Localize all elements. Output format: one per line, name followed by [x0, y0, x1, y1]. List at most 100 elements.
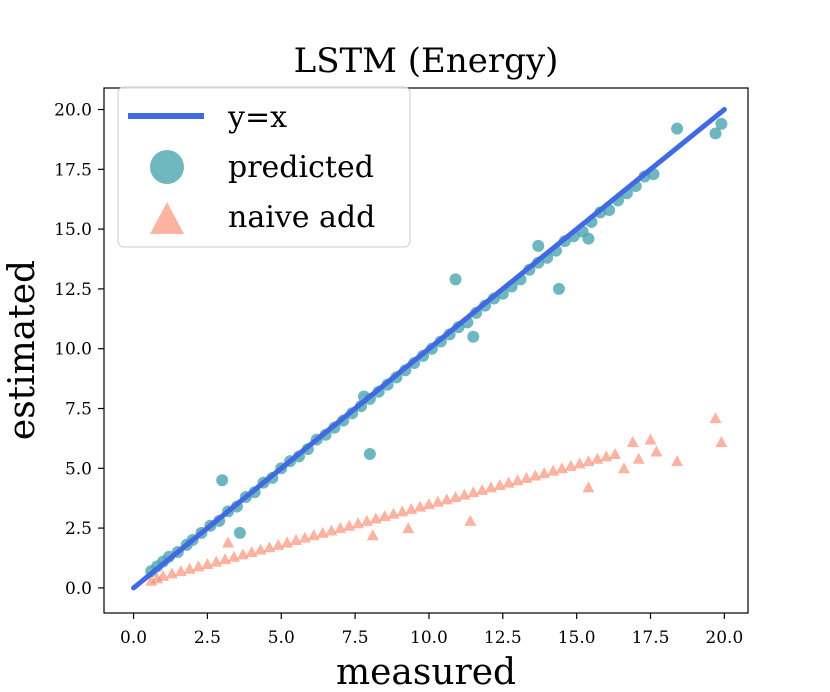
naive-add-point	[573, 457, 586, 469]
naive-add-point	[564, 459, 577, 471]
naive-add-point	[467, 486, 480, 498]
naive-add-point	[520, 471, 533, 483]
naive-add-point	[402, 522, 415, 534]
x-tick-label: 15.0	[558, 628, 596, 648]
naive-add-point	[405, 502, 418, 514]
y-tick-label: 12.5	[54, 280, 92, 300]
naive-add-point	[591, 452, 604, 464]
predicted-point	[715, 117, 728, 130]
naive-add-point	[422, 498, 435, 510]
predicted-point	[363, 447, 376, 460]
naive-add-point	[582, 455, 595, 467]
y-tick-label: 10.0	[54, 340, 92, 360]
naive-add-point	[414, 500, 427, 512]
predicted-point	[709, 127, 722, 140]
naive-add-point	[396, 505, 409, 517]
naive-add-point	[529, 469, 542, 481]
naive-add-point	[201, 557, 214, 569]
naive-add-point	[511, 474, 524, 486]
predicted-point	[532, 239, 545, 252]
naive-add-point	[281, 536, 294, 548]
y-tick-label: 2.5	[65, 519, 92, 539]
y-axis: 0.0 2.5 5.0 7.5 10.0 12.5 15.0 17.5 20.0	[54, 101, 104, 599]
predicted-point	[582, 232, 595, 245]
naive-add-point	[709, 412, 722, 424]
legend-label-predicted: predicted	[228, 150, 374, 185]
predicted-point	[233, 526, 246, 539]
naive-add-point	[378, 510, 391, 522]
yx-reference-line	[131, 107, 727, 591]
naive-add-point	[644, 433, 657, 445]
naive-add-point	[343, 519, 356, 531]
naive-add-point	[192, 560, 205, 572]
naive-add-point	[538, 467, 551, 479]
naive-add-point	[352, 517, 365, 529]
y-tick-label: 20.0	[54, 101, 92, 121]
naive-add-point	[222, 536, 235, 548]
x-tick-label: 0.0	[120, 628, 147, 648]
naive-add-point	[715, 435, 728, 447]
x-tick-label: 2.5	[194, 628, 221, 648]
series-layer	[131, 107, 728, 591]
naive-add-point	[245, 546, 258, 558]
naive-add-point	[219, 553, 232, 565]
naive-add-point	[157, 569, 170, 581]
y-tick-label: 0.0	[65, 579, 92, 599]
legend: y=x predicted naive add	[117, 86, 411, 248]
x-tick-label: 12.5	[484, 628, 522, 648]
y-axis-label: estimated	[2, 260, 43, 440]
naive-add-point	[431, 495, 444, 507]
naive-add-point	[272, 538, 285, 550]
naive-add-point	[632, 452, 645, 464]
naive-add-point	[609, 447, 622, 459]
naive-add-point	[316, 526, 329, 538]
naive-add-point	[650, 445, 663, 457]
naive-add-point	[298, 531, 311, 543]
x-axis: 0.0 2.5 5.0 7.5 10.0 12.5 15.0 17.5 20.0	[120, 613, 743, 648]
x-tick-label: 20.0	[705, 628, 743, 648]
axes-frame	[103, 87, 749, 614]
naive-add-point	[476, 483, 489, 495]
naive-add-point	[449, 490, 462, 502]
naive-add-point	[165, 567, 178, 579]
naive-add-point	[440, 493, 453, 505]
naive-add-point	[183, 562, 196, 574]
naive-add-point	[502, 476, 515, 488]
naive-add-point	[464, 514, 477, 526]
naive-add-point	[458, 488, 471, 500]
naive-add-point	[174, 565, 187, 577]
naive-add-point	[210, 555, 223, 567]
x-axis-label: measured	[336, 652, 516, 692]
predicted-point	[216, 474, 229, 487]
naive-add-point	[290, 534, 303, 546]
naive-add-point	[484, 481, 497, 493]
naive-add-point	[387, 507, 400, 519]
naive-add-point	[617, 462, 630, 474]
x-tick-label: 10.0	[410, 628, 448, 648]
predicted-point	[449, 273, 462, 286]
legend-label-naive-add: naive add	[228, 200, 375, 235]
predicted-point	[671, 122, 684, 135]
naive-add-point	[227, 550, 240, 562]
naive-add-point	[555, 462, 568, 474]
y-tick-label: 15.0	[54, 220, 92, 240]
naive-add-point	[369, 512, 382, 524]
naive-add-point	[600, 450, 613, 462]
chart-title: LSTM (Energy)	[294, 41, 559, 81]
legend-circle-handle	[150, 150, 184, 184]
naive-add-point	[325, 524, 338, 536]
legend-triangle-handle	[150, 202, 184, 234]
x-tick-label: 5.0	[268, 628, 295, 648]
naive-add-point	[334, 522, 347, 534]
x-tick-label: 17.5	[632, 628, 670, 648]
y-tick-label: 5.0	[65, 459, 92, 479]
naive-add-point	[263, 541, 276, 553]
naive-add-point	[307, 529, 320, 541]
naive-add-point	[360, 514, 373, 526]
naive-add-point	[236, 548, 249, 560]
naive-add-point	[582, 481, 595, 493]
predicted-point	[552, 282, 565, 295]
naive-add-point	[254, 543, 267, 555]
naive-add-point	[366, 529, 379, 541]
